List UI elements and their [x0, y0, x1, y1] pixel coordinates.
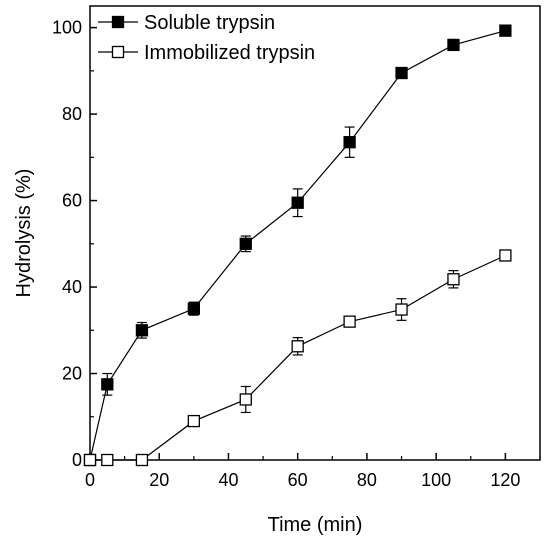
x-tick-label: 120 — [490, 470, 520, 490]
y-tick-label: 80 — [62, 104, 82, 124]
y-tick-label: 0 — [72, 450, 82, 470]
y-tick-label: 40 — [62, 277, 82, 297]
axes: 0 20 40 60 80 100 120 0 20 40 60 80 100 — [52, 18, 541, 490]
data-point — [239, 393, 252, 406]
x-tick-label: 100 — [421, 470, 451, 490]
x-tick-label: 20 — [149, 470, 169, 490]
data-point — [343, 315, 356, 328]
x-tick-label: 0 — [85, 470, 95, 490]
data-point — [499, 249, 512, 262]
data-point — [447, 38, 460, 52]
data-point — [343, 136, 356, 149]
data-point — [499, 24, 512, 37]
series-line — [90, 254, 506, 461]
x-tick-label: 80 — [357, 470, 377, 490]
series-soluble-trypsin — [83, 24, 512, 467]
data-point — [395, 66, 408, 80]
series-immobilized-trypsin — [83, 249, 512, 467]
y-tick-label: 60 — [62, 191, 82, 211]
data-point — [447, 273, 460, 286]
data-point — [239, 237, 252, 250]
y-tick-label: 20 — [62, 364, 82, 384]
data-point — [187, 302, 200, 315]
data-point — [135, 324, 149, 337]
legend-marker — [111, 15, 125, 29]
legend-label: Soluble trypsin — [144, 12, 275, 34]
series-line — [89, 30, 506, 461]
x-tick-label: 60 — [288, 470, 308, 490]
y-tick-label: 100 — [52, 18, 82, 38]
data-point — [395, 303, 408, 316]
legend-label: Immobilized trypsin — [144, 42, 315, 64]
plot-area — [83, 24, 512, 467]
x-tick-label: 40 — [218, 470, 238, 490]
data-point — [187, 414, 200, 428]
x-axis-title: Time (min) — [268, 514, 363, 536]
data-point — [291, 340, 304, 353]
plot-frame — [89, 5, 541, 461]
y-axis-title: Hydrolysis (%) — [13, 169, 35, 298]
data-point — [135, 453, 149, 467]
data-point — [291, 196, 304, 209]
data-point — [83, 453, 97, 467]
data-point — [101, 453, 114, 467]
legend-marker — [111, 45, 125, 59]
legend: Soluble trypsin Immobilized trypsin — [98, 12, 315, 64]
data-point — [101, 378, 114, 391]
